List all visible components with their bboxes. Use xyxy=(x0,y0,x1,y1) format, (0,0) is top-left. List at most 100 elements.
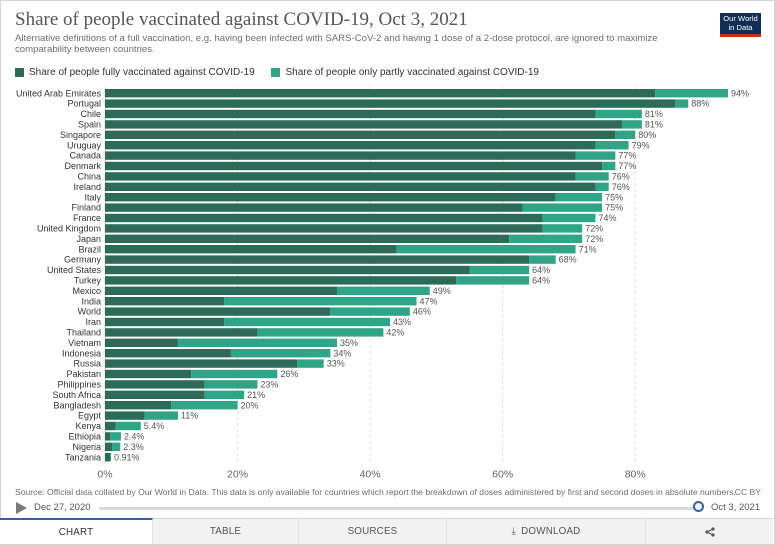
category-label: Thailand xyxy=(66,328,101,338)
bar-partial xyxy=(110,432,121,441)
bar-full xyxy=(105,245,397,254)
category-label: United Kingdom xyxy=(37,224,101,234)
x-tick-label: 20% xyxy=(227,468,248,480)
category-label: Nigeria xyxy=(72,442,101,452)
data-label: 33% xyxy=(327,359,345,369)
data-label: 26% xyxy=(280,369,298,379)
data-label: 64% xyxy=(532,276,550,286)
bar-full xyxy=(105,172,576,181)
bar-partial xyxy=(396,245,576,254)
bottom-tabs: CHART TABLE SOURCES ⤓ DOWNLOAD xyxy=(0,518,773,544)
owid-logo[interactable]: Our World in Data xyxy=(720,13,761,37)
bar-full xyxy=(105,369,192,379)
legend-item-full[interactable]: Share of people fully vaccinated against… xyxy=(15,67,255,78)
data-label: 74% xyxy=(598,213,616,223)
category-label: Ethiopia xyxy=(68,432,101,442)
data-label: 49% xyxy=(433,286,451,296)
bar-partial xyxy=(615,130,636,139)
bar-partial xyxy=(602,161,616,171)
category-label: Indonesia xyxy=(62,348,101,358)
tab-download[interactable]: ⤓ DOWNLOAD xyxy=(447,519,646,544)
bar-partial xyxy=(204,390,245,399)
category-label: Bangladesh xyxy=(53,400,101,410)
timeline-handle[interactable] xyxy=(693,501,704,512)
bar-full xyxy=(105,130,616,139)
bar-full xyxy=(105,255,530,264)
category-label: Mexico xyxy=(72,286,101,296)
bar-full xyxy=(105,328,258,337)
legend-item-partial[interactable]: Share of people only partly vaccinated a… xyxy=(271,67,539,78)
category-label: South Africa xyxy=(52,390,101,400)
bar-full xyxy=(105,421,116,431)
category-label: Egypt xyxy=(78,411,102,421)
category-label: Finland xyxy=(71,203,101,213)
bar-partial xyxy=(621,120,642,129)
chart-title: Share of people vaccinated against COVID… xyxy=(15,9,468,30)
data-label: 23% xyxy=(260,380,278,390)
data-label: 79% xyxy=(632,140,650,150)
tab-share[interactable] xyxy=(646,519,773,544)
bar-partial xyxy=(456,276,530,285)
source-note: Source: Official data collated by Our Wo… xyxy=(15,487,736,497)
data-label: 2.3% xyxy=(123,442,144,452)
x-tick-label: 80% xyxy=(625,468,646,480)
data-label: 77% xyxy=(618,161,636,171)
category-label: Ireland xyxy=(73,182,101,192)
bar-full xyxy=(105,453,111,462)
bar-partial xyxy=(469,265,530,275)
tab-sources[interactable]: SOURCES xyxy=(299,519,447,544)
bar-partial xyxy=(522,203,603,212)
data-label: 80% xyxy=(638,130,656,140)
x-tick-label: 0% xyxy=(97,468,112,480)
bar-full xyxy=(105,276,457,285)
category-label: Germany xyxy=(64,255,102,265)
category-label: World xyxy=(78,307,101,317)
bar-partial xyxy=(542,224,583,233)
data-label: 42% xyxy=(386,328,404,338)
category-label: Canada xyxy=(69,151,101,161)
timeline-end-label: Oct 3, 2021 xyxy=(711,502,761,513)
legend-label-full: Share of people fully vaccinated against… xyxy=(29,67,255,78)
x-tick-label: 40% xyxy=(360,468,381,480)
bar-partial xyxy=(542,213,596,223)
data-label: 21% xyxy=(247,390,265,400)
data-label: 81% xyxy=(645,109,663,119)
bar-partial xyxy=(297,359,324,368)
data-label: 71% xyxy=(579,244,597,254)
timeline-track[interactable] xyxy=(99,507,699,510)
data-label: 77% xyxy=(618,151,636,161)
bar-partial xyxy=(555,193,603,202)
tab-chart[interactable]: CHART xyxy=(0,518,153,544)
tab-table[interactable]: TABLE xyxy=(153,519,299,544)
legend: Share of people fully vaccinated against… xyxy=(15,67,553,80)
bar-full xyxy=(105,182,596,191)
bar-full xyxy=(105,411,145,420)
play-icon[interactable] xyxy=(16,502,27,514)
category-label: Denmark xyxy=(64,161,101,171)
bar-partial xyxy=(171,401,238,410)
bar-chart: 0% 20% 40% 60% 80% United Arab Emirates 94% Por… xyxy=(16,87,749,480)
data-label: 81% xyxy=(645,120,663,130)
data-label: 47% xyxy=(420,296,438,306)
category-label: Portugal xyxy=(67,99,101,109)
data-label: 76% xyxy=(612,172,630,182)
bar-partial xyxy=(224,297,417,306)
category-label: United Arab Emirates xyxy=(16,88,102,98)
logo-line1: Our World xyxy=(723,14,758,23)
data-label: 64% xyxy=(532,265,550,275)
category-label: United States xyxy=(47,265,102,275)
bar-partial xyxy=(330,307,410,316)
timeline-start-label: Dec 27, 2020 xyxy=(34,502,91,513)
download-icon: ⤓ xyxy=(511,526,517,537)
bar-full xyxy=(105,99,675,108)
tab-chart-label: CHART xyxy=(58,526,94,538)
data-label: 35% xyxy=(340,338,358,348)
bar-full xyxy=(105,317,225,327)
license-link[interactable]: CC BY xyxy=(734,487,761,497)
data-label: 46% xyxy=(413,307,431,317)
bar-full xyxy=(105,193,556,202)
bar-full xyxy=(105,234,510,243)
data-label: 72% xyxy=(585,234,603,244)
category-label: Brazil xyxy=(78,244,101,254)
bar-full xyxy=(105,161,603,171)
